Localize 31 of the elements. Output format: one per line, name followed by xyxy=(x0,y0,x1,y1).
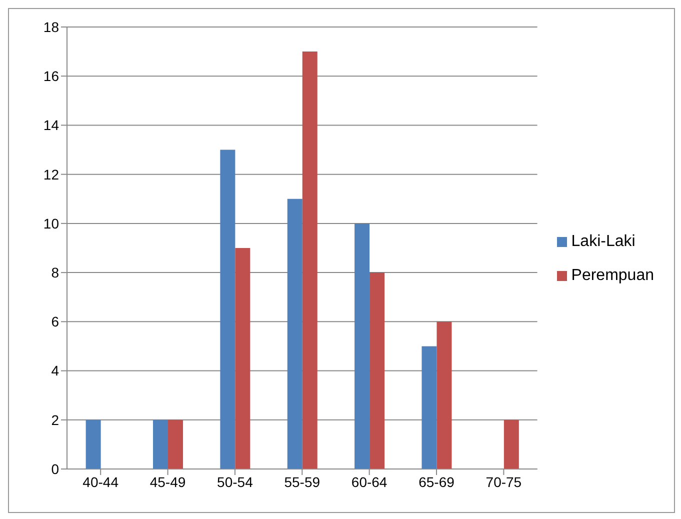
bar xyxy=(436,322,452,469)
x-tick-label: 45-49 xyxy=(150,474,186,490)
bar xyxy=(302,52,318,469)
y-tick-label: 18 xyxy=(43,18,60,35)
bar xyxy=(235,248,250,469)
bar xyxy=(168,420,183,469)
y-tick-label: 12 xyxy=(43,166,60,182)
x-tick-label: 70-75 xyxy=(486,474,522,490)
bar xyxy=(370,272,385,469)
bar xyxy=(287,198,302,469)
bar xyxy=(354,223,370,469)
x-tick-label: 60-64 xyxy=(351,474,388,490)
y-tick-label: 16 xyxy=(43,68,60,84)
bar xyxy=(220,150,236,469)
y-tick-label: 8 xyxy=(51,264,60,281)
y-tick-label: 0 xyxy=(51,460,60,477)
bar xyxy=(152,420,168,469)
y-tick-label: 4 xyxy=(51,362,60,379)
x-tick-label: 50-54 xyxy=(217,474,254,490)
y-tick-label: 2 xyxy=(51,412,60,428)
x-tick-label: 65-69 xyxy=(418,474,455,490)
x-tick-label: 55-59 xyxy=(284,474,320,490)
legend-label: Perempuan xyxy=(571,267,654,284)
y-tick-label: 10 xyxy=(43,215,60,232)
bar xyxy=(422,346,437,469)
bar xyxy=(86,420,101,469)
bar xyxy=(504,420,519,469)
x-tick-label: 40-44 xyxy=(82,474,119,490)
y-tick-label: 6 xyxy=(51,314,60,330)
legend-label: Laki-Laki xyxy=(571,233,636,250)
y-tick-label: 14 xyxy=(43,117,60,134)
